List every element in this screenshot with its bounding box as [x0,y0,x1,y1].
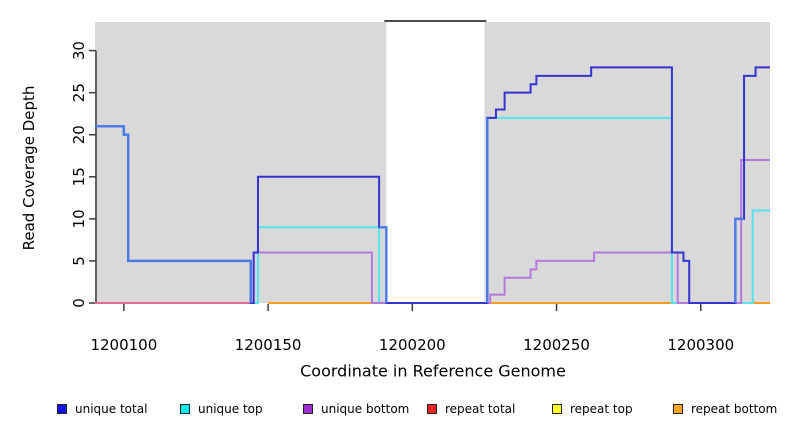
x-tick-label: 1200100 [90,336,157,354]
y-tick-label: 15 [70,167,88,186]
y-axis-title: Read Coverage Depth [20,85,38,251]
legend-label: unique top [198,402,263,416]
legend-label: repeat total [445,402,516,416]
legend-label: unique total [75,402,148,416]
y-tick-label: 30 [70,41,88,60]
x-tick-label: 1200200 [379,336,446,354]
legend-item-repeat-total: repeat total [427,401,515,417]
legend-item-unique-total: unique total [57,401,147,417]
series-unique-bottom [252,158,770,304]
legend-swatch-icon [673,404,683,414]
legend-swatch-icon [180,404,190,414]
y-tick-label: 10 [70,209,88,228]
x-axis-title: Coordinate in Reference Genome [300,361,566,381]
legend-swatch-icon [552,404,562,414]
legend-swatch-icon [57,404,67,414]
legend-label: unique bottom [321,402,410,416]
y-tick-label: 5 [70,256,88,266]
y-tick-label: 0 [70,298,88,308]
x-tick-label: 1200250 [523,336,590,354]
covered-region [484,22,770,303]
legend-item-repeat-top: repeat top [552,401,633,417]
x-tick-label: 1200300 [667,336,734,354]
covered-region [95,22,387,303]
series-unique-total-top-overlap [734,217,745,303]
y-tick-label: 20 [70,125,88,144]
series-unique-total-top-overlap [95,125,252,303]
legend-swatch-icon [427,404,437,414]
legend-item-unique-top: unique top [180,401,263,417]
legend-swatch-icon [303,404,313,414]
legend-item-repeat-bottom: repeat bottom [673,401,777,417]
y-tick-label: 25 [70,83,88,102]
legend-item-unique-bottom: unique bottom [303,401,409,417]
legend-label: repeat bottom [691,402,778,416]
series-unique-total [95,66,770,304]
x-tick-label: 1200150 [235,336,302,354]
series-unique-total-top-overlap [379,226,388,303]
legend-label: repeat top [570,402,633,416]
